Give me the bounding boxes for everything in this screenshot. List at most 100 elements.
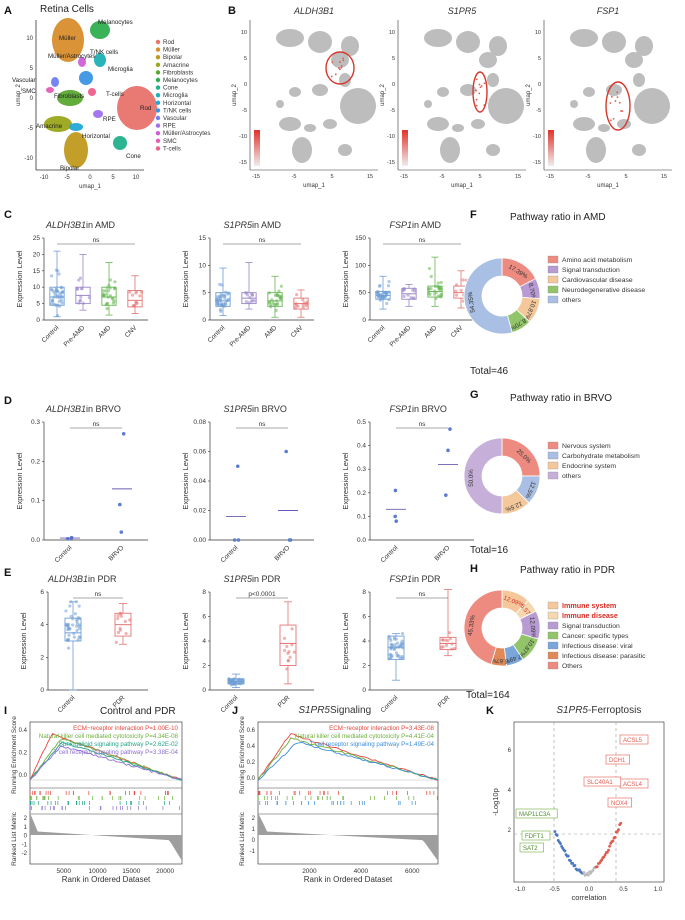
data-point	[296, 304, 300, 308]
colorbar	[402, 130, 408, 166]
umap-cell-cluster	[338, 144, 352, 156]
legend-swatch	[547, 661, 559, 670]
x-tick-label: 10	[133, 175, 140, 181]
data-point	[121, 432, 126, 436]
plot-title-gene: FSP1	[389, 404, 412, 414]
data-point	[454, 293, 459, 297]
data-point	[411, 288, 415, 292]
umap-cell-cluster	[340, 88, 376, 124]
cluster-horizontal	[69, 123, 83, 131]
umap-cell-cluster	[341, 36, 359, 56]
data-point	[51, 302, 56, 306]
x-tick-label: -5	[64, 175, 70, 181]
y-tick-label: 0	[24, 834, 28, 840]
gene-point	[619, 821, 623, 825]
umap-cell-cluster	[489, 36, 507, 56]
umap-cell-cluster	[424, 100, 432, 108]
x-tick-label: Control	[380, 544, 400, 564]
cluster-microglia	[94, 53, 106, 67]
panel-f-total: Total=46	[470, 366, 509, 377]
legend-label: Vascular	[163, 115, 187, 122]
data-point	[401, 632, 405, 636]
gene-label-box	[605, 754, 630, 765]
data-point	[220, 283, 224, 287]
y-tick-label: 15	[199, 235, 207, 242]
data-point	[301, 306, 305, 310]
cluster-mller	[52, 18, 84, 62]
x-axis-label: umap_1	[303, 183, 325, 189]
data-point	[386, 284, 391, 288]
data-point	[244, 300, 248, 304]
y-tick-label: 0.4	[19, 728, 28, 734]
expressing-cell	[340, 66, 343, 69]
significance-label: ns	[419, 591, 427, 598]
data-point	[450, 642, 454, 646]
data-point	[439, 287, 443, 291]
data-point	[387, 280, 391, 284]
umap-cell-cluster	[625, 52, 643, 68]
enrichment-curve	[257, 733, 439, 782]
cluster-label: Müller/Astrocytes	[48, 53, 95, 60]
panel-letter: F	[470, 209, 477, 221]
data-point	[128, 290, 132, 294]
data-point	[436, 281, 440, 285]
y-tick-label: 0.5	[357, 419, 366, 426]
gene-label: SLC40A1	[587, 780, 613, 786]
panel-j-title-suffix: Signaling	[330, 705, 371, 716]
y-tick-label: -10	[533, 134, 541, 140]
y-tick-label: 0.06	[193, 449, 206, 456]
data-point	[74, 624, 79, 628]
y-tick-label: 8	[362, 589, 366, 596]
y-axis-label: Expression Level	[341, 250, 350, 307]
slice-label: 50.0%	[468, 469, 475, 487]
data-point	[78, 299, 82, 303]
legend-swatch	[547, 471, 559, 480]
gene-label-box	[519, 842, 544, 853]
data-point	[270, 298, 274, 302]
slice-label: 12.09%	[528, 617, 537, 639]
data-point	[60, 301, 64, 305]
y-tick-label: 6	[508, 748, 512, 754]
x-tick-label: Pre-AMD	[389, 324, 413, 348]
data-point	[377, 284, 382, 288]
data-point	[50, 298, 54, 302]
frame	[513, 721, 665, 883]
y-tick-label: 0.0	[247, 776, 256, 782]
x-tick-label: Control	[41, 324, 61, 344]
pie-slice	[463, 589, 503, 665]
ranked-metric-area	[30, 813, 182, 861]
y-axis-label: Running Enrichment Score	[239, 716, 246, 794]
y-tick-label: 0.3	[31, 419, 40, 426]
data-point	[459, 288, 463, 292]
panel-k-title-gene: S1PR5	[556, 705, 588, 716]
x-tick-label: Control	[367, 324, 387, 344]
data-point	[275, 299, 279, 303]
x-tick-label: AMD	[423, 324, 438, 339]
legend-label: Horizontal	[163, 100, 191, 107]
plot-title-suffix: in AMD	[412, 220, 442, 230]
umap-cell-cluster	[635, 36, 653, 56]
data-point	[78, 635, 82, 640]
y-tick-label: -10	[24, 156, 33, 162]
data-point	[401, 289, 405, 293]
data-point	[273, 293, 278, 297]
data-point	[406, 293, 410, 297]
data-point	[402, 294, 406, 299]
y-tick-label: 0.2	[357, 490, 366, 497]
data-point	[75, 621, 79, 625]
panel-h-title: Pathway ratio in PDR	[520, 565, 616, 576]
data-point	[277, 294, 281, 298]
data-point	[76, 287, 80, 291]
data-point	[389, 655, 393, 659]
enrichment-curve	[257, 737, 439, 780]
y-axis-label: Ranked List Metric	[239, 811, 246, 866]
y-tick-label: 0.6	[247, 728, 256, 734]
y-tick-label: -15	[533, 160, 541, 166]
legend-label: Signal transduction	[562, 267, 620, 274]
x-tick-label: 15000	[122, 868, 140, 875]
data-point	[439, 294, 443, 298]
y-tick-label: 150	[355, 235, 366, 242]
expressing-cell	[475, 104, 478, 107]
significance-label: ns	[259, 237, 267, 244]
legend-label: Cancer: specific types	[562, 633, 629, 640]
